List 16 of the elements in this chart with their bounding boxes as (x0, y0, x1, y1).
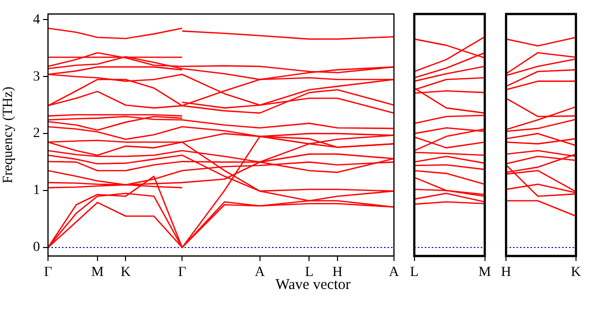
y-axis-title: Frequency (THz) (1, 86, 16, 184)
y-tick-label: 4 (33, 12, 40, 28)
y-tick-label: 0 (33, 240, 40, 256)
x-tick-label: K (570, 265, 582, 280)
y-tick-label: 1 (33, 183, 40, 198)
x-tick-label: Γ (178, 265, 186, 280)
x-tick-label: L (410, 265, 419, 280)
x-tick-label: K (120, 265, 131, 280)
x-tick-label: H (500, 265, 512, 280)
x-tick-label: Γ (44, 265, 52, 280)
x-tick-label: A (388, 265, 400, 280)
y-tick-label: 2 (33, 126, 40, 142)
x-tick-label: M (91, 265, 104, 280)
y-tick-label: 3 (33, 69, 40, 84)
x-tick-label: A (254, 265, 266, 280)
x-tick-label: M (478, 265, 492, 280)
